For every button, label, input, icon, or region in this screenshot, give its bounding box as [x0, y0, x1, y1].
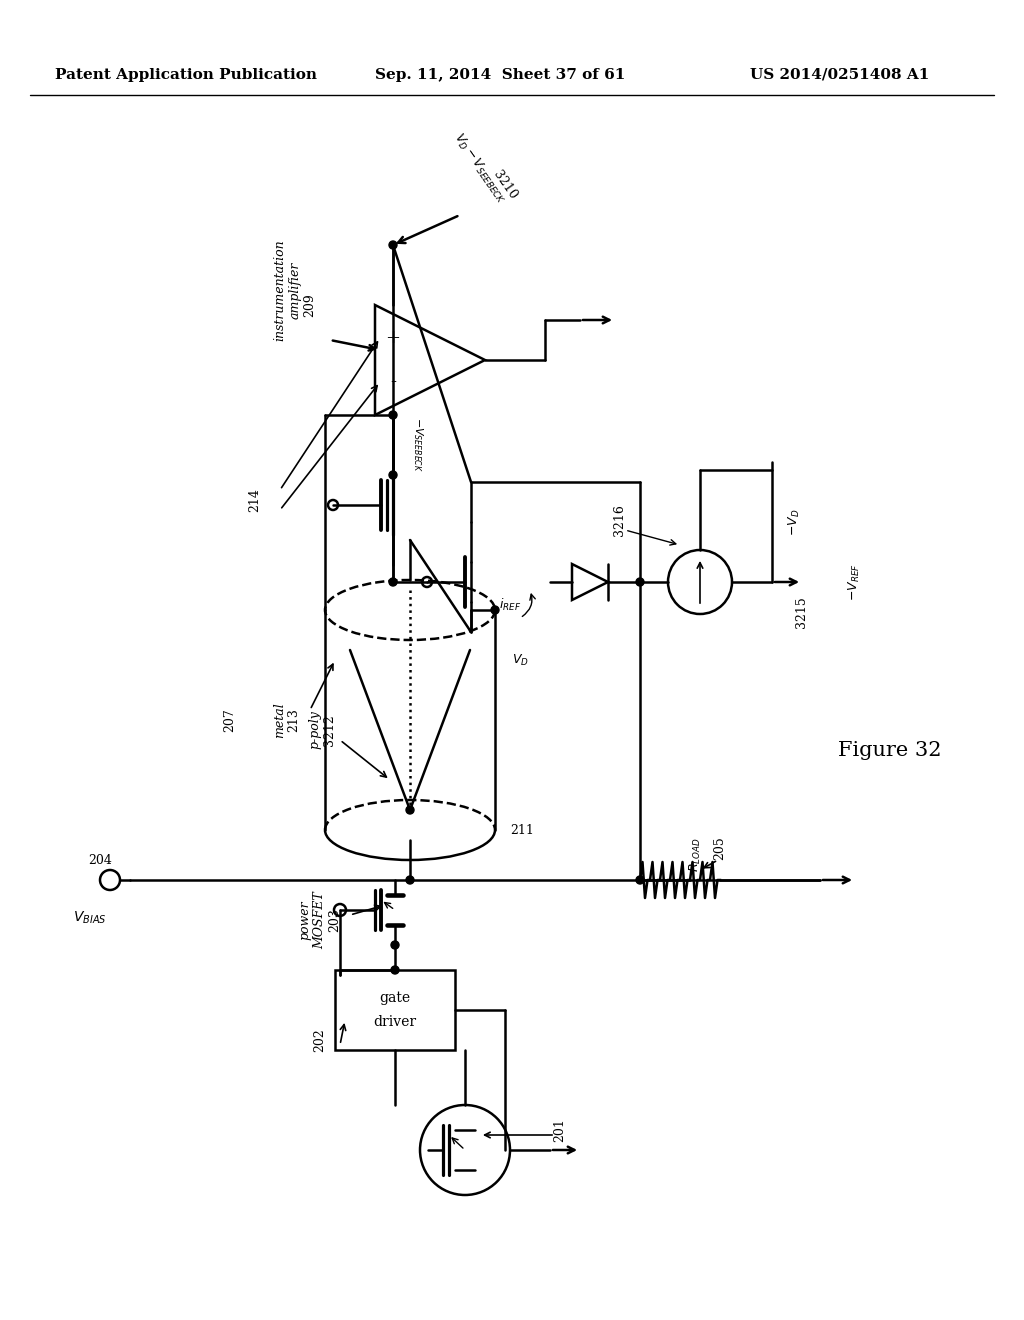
Text: 209: 209	[303, 293, 316, 317]
Text: US 2014/0251408 A1: US 2014/0251408 A1	[750, 69, 930, 82]
Text: -: -	[390, 374, 396, 391]
Circle shape	[389, 471, 397, 479]
Text: 201: 201	[554, 1118, 566, 1142]
Text: 3216: 3216	[613, 504, 627, 536]
Circle shape	[391, 966, 399, 974]
Text: $V_D - V_{SEEBECK}$: $V_D - V_{SEEBECK}$	[451, 131, 510, 206]
Circle shape	[490, 606, 499, 614]
Text: Figure 32: Figure 32	[839, 741, 942, 759]
Circle shape	[636, 876, 644, 884]
Text: 204: 204	[88, 854, 112, 866]
Circle shape	[406, 876, 414, 884]
Text: $-V_{REF}$: $-V_{REF}$	[847, 564, 862, 601]
Text: $i_{REF}$: $i_{REF}$	[499, 597, 521, 612]
Text: 203: 203	[329, 908, 341, 932]
Text: 205: 205	[714, 836, 726, 859]
Text: $-V_D$: $-V_D$	[787, 508, 802, 536]
Circle shape	[389, 578, 397, 586]
Text: 211: 211	[510, 824, 534, 837]
Circle shape	[406, 807, 414, 814]
Text: $R_{LOAD}$: $R_{LOAD}$	[687, 838, 702, 873]
Text: 3212: 3212	[324, 714, 337, 746]
Text: $-V_{SEEBECK}$: $-V_{SEEBECK}$	[411, 417, 425, 473]
Text: Sep. 11, 2014  Sheet 37 of 61: Sep. 11, 2014 Sheet 37 of 61	[375, 69, 626, 82]
Text: 202: 202	[313, 1028, 327, 1052]
Text: 3215: 3215	[796, 597, 809, 628]
Text: gate: gate	[380, 991, 411, 1005]
Text: amplifier: amplifier	[289, 261, 301, 318]
Text: p-poly: p-poly	[308, 710, 322, 750]
Text: instrumentation: instrumentation	[273, 239, 287, 341]
Text: power: power	[299, 900, 311, 940]
Circle shape	[391, 941, 399, 949]
Circle shape	[389, 411, 397, 418]
Text: $V_{BIAS}$: $V_{BIAS}$	[74, 909, 106, 927]
Text: 3210: 3210	[490, 168, 519, 202]
Text: metal: metal	[273, 702, 287, 738]
Circle shape	[636, 578, 644, 586]
Text: 207: 207	[223, 708, 237, 731]
Text: +: +	[385, 329, 400, 347]
Text: MOSFET: MOSFET	[313, 891, 327, 949]
Text: $V_D$: $V_D$	[512, 652, 528, 668]
Circle shape	[389, 242, 397, 249]
Text: 214: 214	[249, 488, 261, 512]
Text: 213: 213	[288, 708, 300, 731]
Text: Patent Application Publication: Patent Application Publication	[55, 69, 317, 82]
Text: driver: driver	[374, 1015, 417, 1030]
